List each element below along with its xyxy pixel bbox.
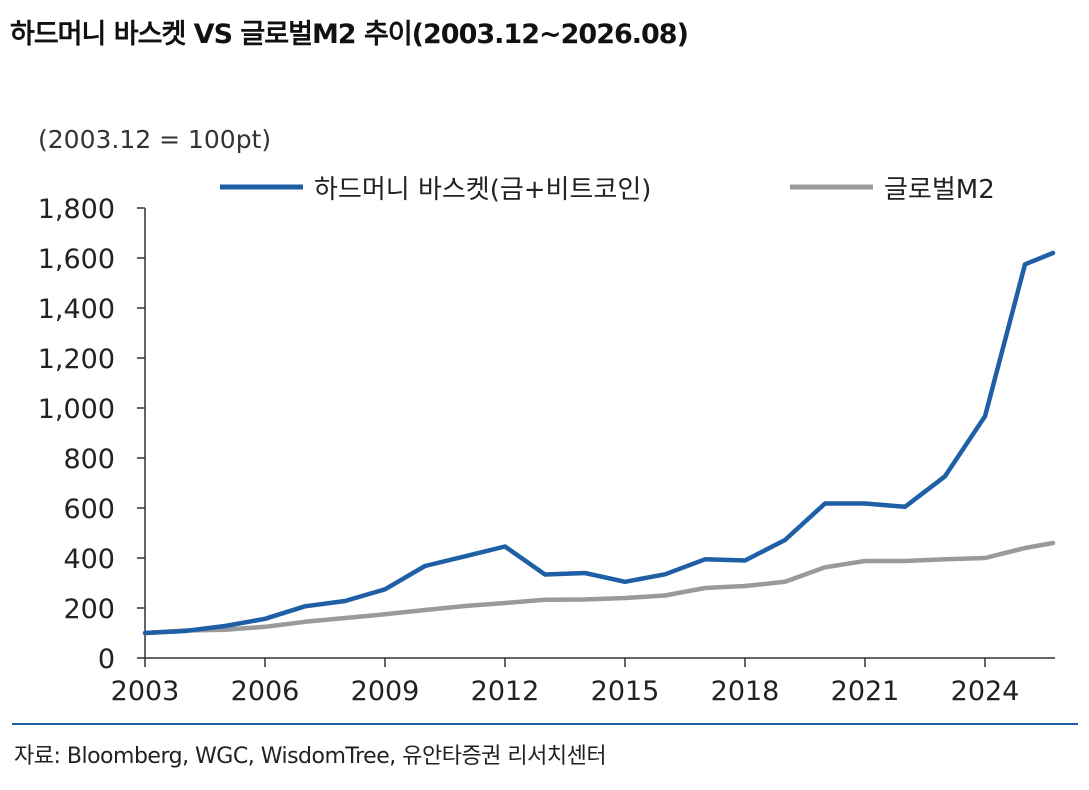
legend-label-hard-money: 하드머니 바스켓(금+비트코인) bbox=[314, 175, 651, 205]
x-tick-label: 2024 bbox=[951, 676, 1020, 707]
chart-title: 하드머니 바스켓 VS 글로벌M2 추이(2003.12~2026.08) bbox=[10, 19, 689, 50]
y-tick-label: 1,200 bbox=[38, 344, 115, 375]
series-line-global-m2 bbox=[142, 540, 1056, 636]
chart-svg: (2003.12 = 100pt) 하드머니 바스켓(금+비트코인) 글로벌M2… bbox=[38, 125, 1056, 707]
y-tick-label: 1,600 bbox=[38, 244, 115, 275]
legend-label-global-m2: 글로벌M2 bbox=[884, 175, 995, 205]
x-tick-label: 2012 bbox=[471, 676, 540, 707]
y-tick-label: 400 bbox=[63, 544, 115, 575]
y-tick-label: 800 bbox=[63, 444, 115, 475]
y-tick-label: 600 bbox=[63, 494, 115, 525]
y-tick-label: 1,800 bbox=[38, 194, 115, 225]
unit-note: (2003.12 = 100pt) bbox=[38, 125, 271, 154]
x-tick-label: 2003 bbox=[111, 676, 180, 707]
source-divider bbox=[12, 723, 1078, 725]
x-tick-label: 2021 bbox=[831, 676, 900, 707]
x-tick-label: 2015 bbox=[591, 676, 660, 707]
x-tick-label: 2006 bbox=[231, 676, 300, 707]
x-axis: 2003 2006 2009 2012 2015 2018 2021 2024 bbox=[111, 657, 1055, 707]
source-note: 자료: Bloomberg, WGC, WisdomTree, 유안타증권 리서… bbox=[14, 744, 607, 769]
series-lines bbox=[142, 250, 1056, 636]
legend: 하드머니 바스켓(금+비트코인) 글로벌M2 bbox=[220, 175, 995, 205]
series-line-hard-money bbox=[142, 250, 1056, 636]
y-axis: 0 200 400 600 800 1,000 1,200 1,400 1,600 1,800 bbox=[38, 194, 146, 675]
y-tick-label: 0 bbox=[98, 644, 115, 675]
y-tick-label: 200 bbox=[63, 594, 115, 625]
x-tick-label: 2018 bbox=[711, 676, 780, 707]
y-tick-label: 1,400 bbox=[38, 294, 115, 325]
x-tick-label: 2009 bbox=[351, 676, 420, 707]
y-tick-label: 1,000 bbox=[38, 394, 115, 425]
